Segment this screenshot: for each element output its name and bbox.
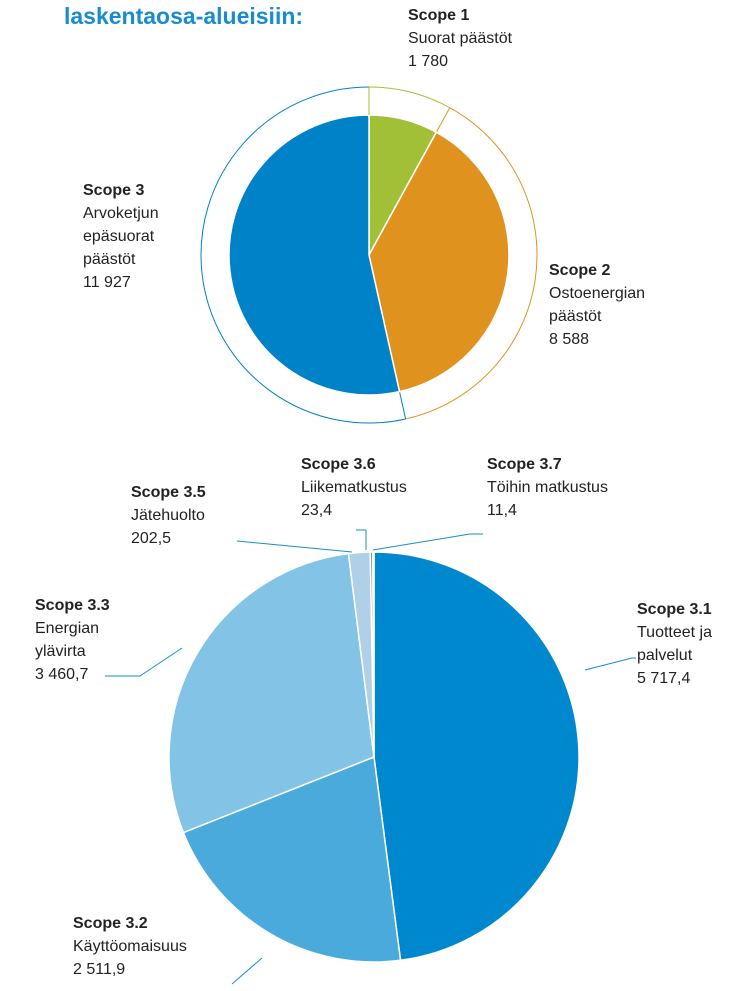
ring-divider [435,107,451,133]
slice-category: Scope 3.7 [487,456,562,473]
pie-slice [368,131,510,393]
leader-line [236,540,353,553]
slice-category: Scope 3 [83,182,144,199]
slice-description: Energian [35,620,99,637]
slice-description: Ostoenergian [549,285,645,302]
slice-value-label: 2 511,9 [73,961,125,978]
slice-value-label: 11 927 [83,274,131,291]
pie-slice [372,551,375,758]
slice-category: Scope 2 [549,262,610,279]
slice-value-label: 8 588 [549,331,589,348]
slice-value-label: 23,4 [301,502,332,519]
slice-description: päästöt [549,308,602,325]
slice-description: Töihin matkustus [487,479,608,496]
slice-description: Suorat päästöt [408,30,513,47]
slice-category: Scope 3.5 [131,484,206,501]
chart-title: laskentaosa-alueisiin: [64,3,303,29]
slice-description: päästöt [83,251,136,268]
slice-category: Scope 3.3 [35,597,110,614]
slice-description: Arvoketjun [83,205,159,222]
pie-slice [168,552,375,834]
leader-line [372,533,483,551]
slice-value-label: 11,4 [487,502,517,519]
leader-line [105,647,183,677]
slice-description: Liikematkustus [301,479,407,496]
slice-value-label: 3 460,7 [35,666,88,683]
slice-category: Scope 3.2 [73,915,148,932]
pie-slice [373,551,580,962]
ring-divider [399,391,407,420]
slice-category: Scope 1 [408,7,469,24]
slice-description: Tuotteet ja [637,624,712,641]
pie-slice [228,114,401,396]
leader-line [356,529,367,550]
slice-category: Scope 3.6 [301,456,376,473]
slice-description: palvelut [637,647,693,664]
slice-category: Scope 3.1 [637,601,712,618]
leader-line [584,657,636,671]
slice-description: ylävirta [35,643,86,660]
slice-value-label: 1 780 [408,53,448,70]
slice-description: epäsuorat [83,228,155,245]
pie-slice [182,755,402,963]
ring-arc [405,107,538,420]
ring-arc [200,86,406,424]
slice-value-label: 5 717,4 [637,670,690,687]
ring-arc [368,86,451,109]
slice-value-label: 202,5 [131,530,171,547]
slice-description: Käyttöomaisuus [73,938,187,955]
leader-line [231,957,263,985]
slice-description: Jätehuolto [131,507,205,524]
